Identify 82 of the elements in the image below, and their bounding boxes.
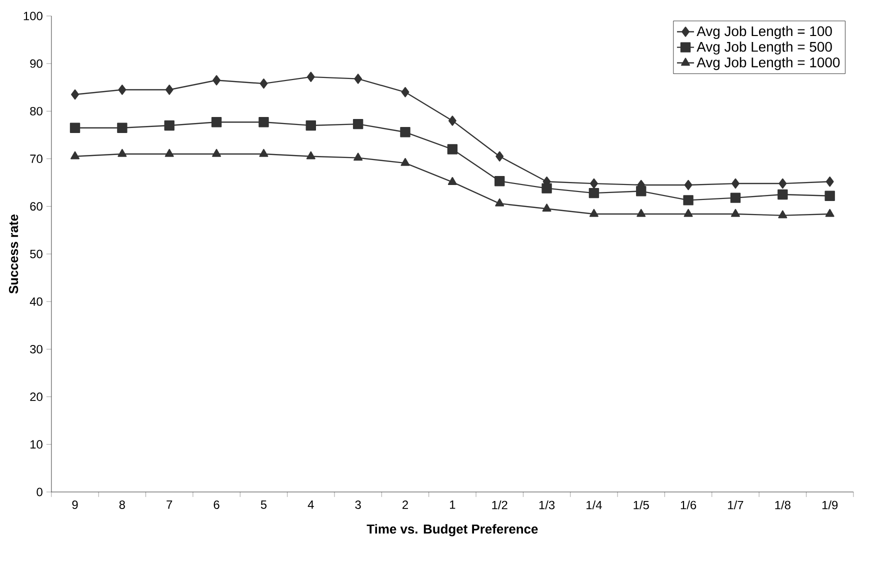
point [118, 148, 127, 157]
legend-label: Avg Job Length = 1000 [696, 57, 840, 70]
point [542, 204, 552, 212]
point [496, 151, 504, 162]
x-tick-label: 1/5 [634, 500, 649, 510]
point [117, 122, 128, 133]
point [212, 148, 222, 157]
point [211, 117, 222, 128]
point [165, 84, 174, 95]
point [258, 117, 269, 128]
point [260, 78, 268, 89]
point [732, 178, 740, 189]
y-tick-label: 40 [30, 297, 42, 306]
point [684, 208, 693, 217]
point [354, 74, 362, 84]
x-tick-label: 5 [260, 500, 267, 509]
point [401, 87, 410, 98]
point [118, 84, 126, 95]
point [448, 116, 456, 126]
point [164, 120, 174, 131]
point [826, 176, 834, 187]
y-tick-label: 20 [30, 392, 42, 402]
x-tick-label: 2 [402, 500, 408, 509]
y-axis-title: Success rate [8, 214, 18, 294]
legend-label: Avg Job Length = 100 [696, 26, 832, 39]
y-tick-label: 80 [30, 106, 42, 116]
point [824, 190, 835, 202]
x-tick-label: 1/2 [492, 500, 508, 510]
x-tick-label: 4 [308, 500, 314, 509]
x-tick-label: 1/9 [822, 500, 838, 510]
x-tick-label: 6 [214, 500, 220, 509]
point [778, 189, 788, 200]
point [494, 176, 505, 186]
x-tick-label: 1/7 [728, 500, 744, 510]
y-tick-label: 70 [30, 154, 42, 164]
point [448, 177, 457, 185]
point [212, 75, 221, 86]
point [352, 118, 364, 130]
x-tick-label: 9 [72, 500, 78, 509]
y-tick-label: 0 [36, 488, 42, 496]
x-tick-label: 8 [119, 500, 125, 509]
x-tick-label: 1/3 [539, 500, 555, 510]
point [825, 208, 834, 217]
point [447, 144, 458, 154]
legend-label: Avg Job Length = 500 [696, 42, 832, 55]
point [684, 180, 692, 190]
point [778, 210, 788, 218]
point [588, 188, 600, 198]
y-tick-label: 100 [24, 12, 42, 20]
point [730, 192, 741, 203]
x-tick-label: 1/8 [775, 500, 790, 510]
x-tick-label: 1/4 [586, 500, 602, 510]
point [306, 120, 316, 131]
point [778, 178, 787, 189]
point [636, 186, 646, 196]
point [306, 72, 315, 82]
x-tick-label: 3 [355, 500, 361, 509]
x-axis-title: Time vs. Budget Preference [366, 524, 538, 536]
point [730, 208, 740, 217]
x-tick-label: 1/6 [680, 500, 696, 510]
point [306, 151, 316, 160]
point [495, 198, 504, 206]
point [683, 195, 694, 206]
y-tick-label: 60 [30, 202, 42, 211]
point [71, 89, 79, 100]
point [590, 178, 598, 189]
point [400, 158, 410, 166]
y-tick-label: 90 [30, 59, 42, 68]
point [542, 183, 552, 194]
point [70, 122, 80, 133]
point [589, 208, 598, 217]
point [400, 127, 410, 138]
point [354, 152, 363, 161]
point [636, 208, 646, 217]
y-tick-label: 30 [30, 344, 42, 354]
y-tick-label: 50 [30, 250, 42, 258]
y-tick-label: 10 [30, 440, 42, 449]
point [259, 148, 268, 157]
x-tick-label: 7 [166, 500, 172, 509]
point [70, 151, 80, 160]
x-tick-label: 1 [450, 500, 456, 509]
point [164, 148, 174, 157]
